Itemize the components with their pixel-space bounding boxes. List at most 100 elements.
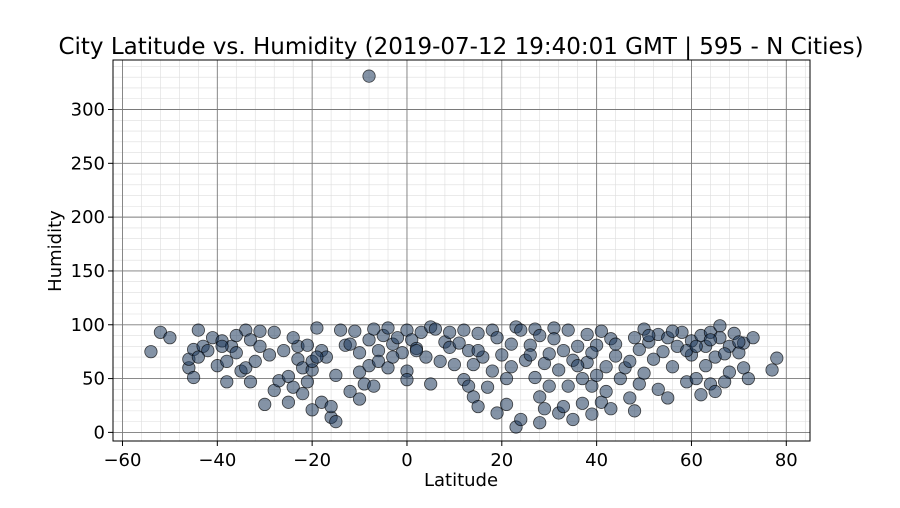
data-point xyxy=(665,360,680,374)
data-point xyxy=(262,348,277,362)
data-point xyxy=(457,323,471,337)
data-point xyxy=(352,365,367,379)
data-point xyxy=(623,354,637,368)
data-point xyxy=(585,346,599,360)
data-point xyxy=(608,337,623,351)
data-point xyxy=(741,371,755,386)
data-point xyxy=(556,399,571,414)
data-point xyxy=(627,404,642,418)
data-point xyxy=(371,354,386,368)
data-point xyxy=(694,388,708,402)
data-point xyxy=(352,392,367,406)
data-point xyxy=(542,379,556,393)
data-point xyxy=(443,325,457,339)
data-point xyxy=(310,321,324,335)
data-point xyxy=(599,360,613,374)
data-point xyxy=(599,384,613,399)
chart-title: City Latitude vs. Humidity (2019-07-12 1… xyxy=(58,34,863,60)
data-point xyxy=(642,328,656,343)
data-point xyxy=(333,323,348,337)
data-point xyxy=(329,415,343,429)
data-point xyxy=(191,323,205,337)
data-point xyxy=(220,375,234,389)
data-point xyxy=(310,350,324,364)
data-point xyxy=(267,325,281,339)
data-point xyxy=(352,346,367,360)
data-point xyxy=(343,337,357,351)
data-point xyxy=(229,346,243,360)
data-point xyxy=(632,342,646,357)
data-point xyxy=(281,395,296,409)
data-point xyxy=(286,331,300,345)
data-point xyxy=(514,323,528,337)
data-point xyxy=(253,339,267,353)
x-tick-label: 80 xyxy=(775,450,798,471)
data-point xyxy=(447,357,461,372)
data-point xyxy=(367,379,381,393)
data-point xyxy=(571,339,585,353)
data-point xyxy=(504,360,518,374)
data-point xyxy=(229,328,243,343)
data-point xyxy=(604,402,618,416)
data-point xyxy=(689,371,703,386)
data-point xyxy=(499,397,514,412)
data-point xyxy=(547,332,561,346)
data-point xyxy=(300,338,315,352)
data-point xyxy=(585,407,599,421)
data-point xyxy=(258,397,272,412)
x-tick-label: −20 xyxy=(293,450,331,471)
data-point xyxy=(765,363,779,377)
data-point xyxy=(433,354,447,368)
data-point xyxy=(490,406,504,420)
y-tick-label: 200 xyxy=(71,207,105,228)
data-point xyxy=(713,319,727,333)
data-point xyxy=(144,345,158,359)
data-point xyxy=(561,379,575,393)
data-point xyxy=(239,361,253,375)
x-axis-ticks: −60 −40 −20 0 20 40 60 80 xyxy=(103,441,798,471)
y-tick-label: 0 xyxy=(94,422,105,443)
data-point xyxy=(452,336,466,350)
data-point xyxy=(523,348,537,362)
data-point xyxy=(542,347,556,361)
x-tick-label: 40 xyxy=(585,450,608,471)
x-tick-label: 0 xyxy=(401,450,412,471)
data-point xyxy=(471,399,485,414)
y-tick-label: 100 xyxy=(71,315,105,336)
data-point xyxy=(253,324,267,338)
data-point xyxy=(556,343,571,358)
data-point xyxy=(533,390,547,404)
data-point xyxy=(386,350,400,364)
data-point xyxy=(504,337,518,351)
data-point xyxy=(466,357,480,372)
minor-grid xyxy=(113,60,810,441)
data-point xyxy=(514,412,528,427)
data-point xyxy=(485,364,499,378)
data-point xyxy=(243,375,258,389)
data-point xyxy=(746,331,760,345)
data-point xyxy=(428,322,443,336)
x-tick-label: 20 xyxy=(490,450,513,471)
data-point xyxy=(608,349,623,363)
data-point xyxy=(243,333,258,347)
data-point xyxy=(215,339,229,353)
data-point xyxy=(689,339,703,353)
y-tick-label: 150 xyxy=(71,261,105,282)
data-point xyxy=(665,324,680,338)
data-point xyxy=(575,396,590,410)
data-point xyxy=(248,354,262,368)
data-point xyxy=(651,382,665,396)
data-point xyxy=(499,371,514,386)
data-point xyxy=(480,380,495,394)
data-point xyxy=(343,384,357,399)
data-point xyxy=(324,399,338,414)
data-point xyxy=(575,371,590,386)
data-point xyxy=(703,333,718,347)
data-point xyxy=(708,384,722,399)
data-point xyxy=(277,343,291,358)
data-point xyxy=(305,403,319,417)
data-point xyxy=(718,347,732,361)
data-point xyxy=(770,351,784,365)
data-point xyxy=(220,354,234,368)
